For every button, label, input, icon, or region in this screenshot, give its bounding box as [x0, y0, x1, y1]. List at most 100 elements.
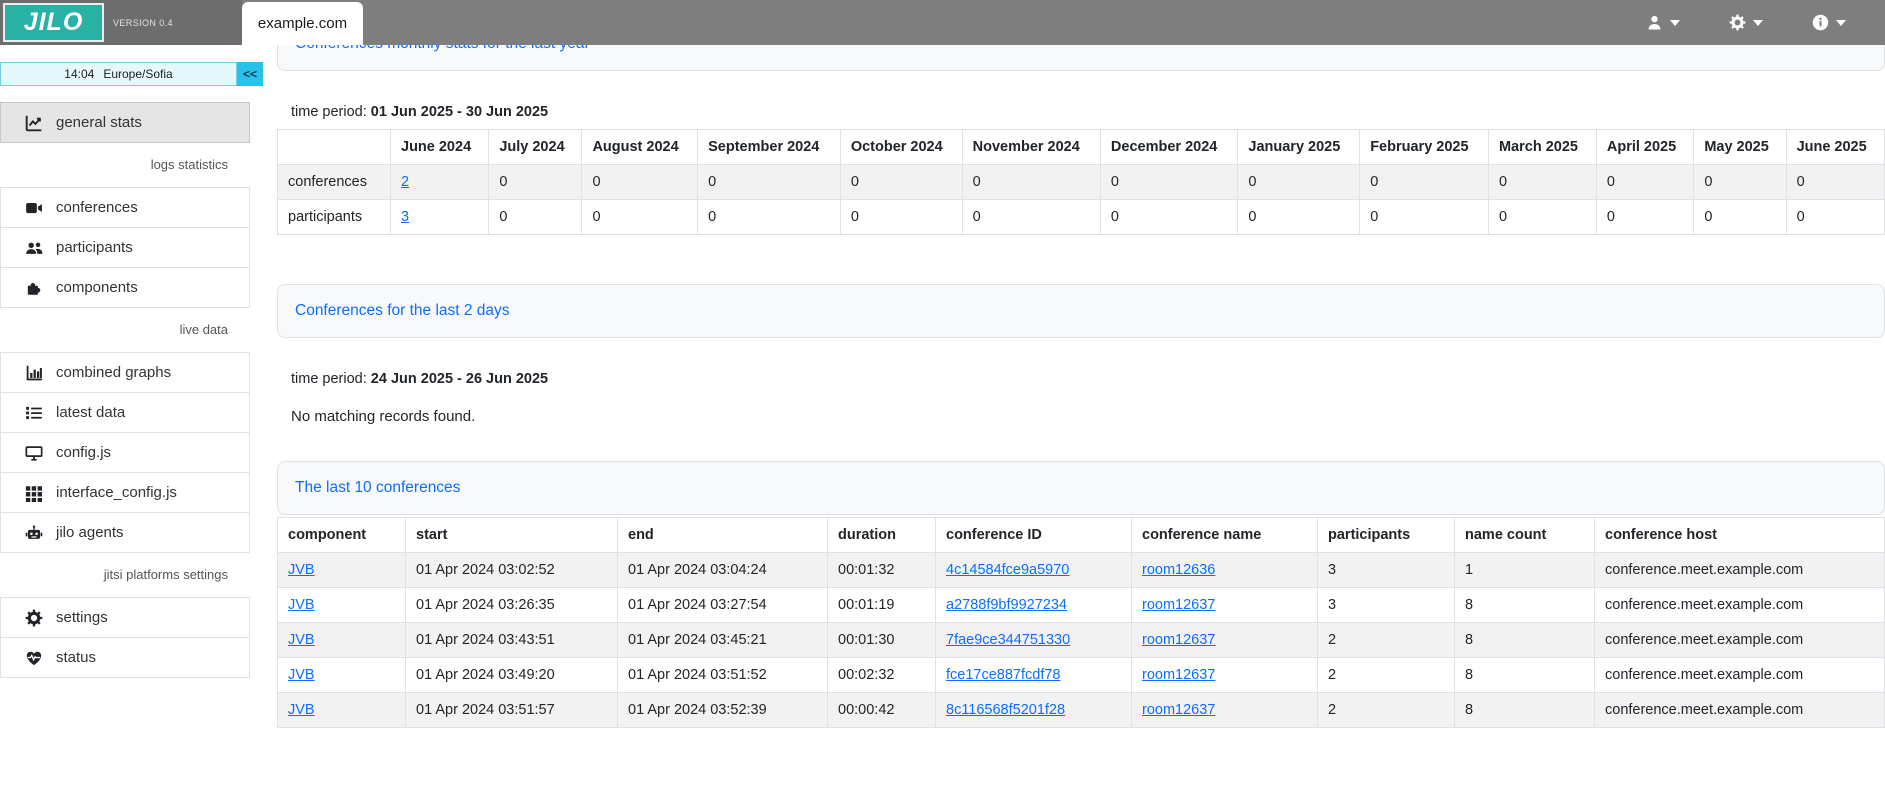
app-logo[interactable]: JILO	[3, 3, 104, 42]
cell: 01 Apr 2024 03:52:39	[617, 692, 828, 728]
cell: conference.meet.example.com	[1594, 692, 1885, 728]
sidebar-item-status[interactable]: status	[0, 637, 250, 678]
cell: room12637	[1131, 622, 1318, 658]
table-row: participants 3 0 0 0 0 0 0 0 0 0 0 0 0	[277, 199, 1885, 235]
cell-link[interactable]: room12637	[1142, 632, 1216, 648]
sidebar-section-label-logs-statistics: logs statistics	[150, 157, 228, 172]
clock-timezone: Europe/Sofia	[103, 67, 173, 81]
cell: room12637	[1131, 587, 1318, 623]
table-row: JVB 01 Apr 2024 03:02:52 01 Apr 2024 03:04…	[277, 552, 1885, 588]
cell: 0	[1693, 164, 1787, 200]
clock-time: 14:04	[64, 67, 95, 81]
cell: 0	[1487, 164, 1597, 200]
cell-link[interactable]: 3	[401, 209, 410, 225]
table-row: JVB 01 Apr 2024 03:49:20 01 Apr 2024 03:51…	[277, 657, 1885, 693]
cell: 0	[697, 199, 841, 235]
cell: conference.meet.example.com	[1594, 552, 1885, 588]
sidebar-item-label: jilo agents	[56, 524, 124, 541]
last-10-conferences-table: component start end duration conference ID co…	[277, 517, 1885, 728]
cell: JVB	[277, 552, 406, 588]
cell: 3	[389, 199, 490, 235]
cell: 0	[1487, 199, 1597, 235]
column-header: June 2025	[1785, 129, 1885, 165]
column-header: start	[405, 517, 618, 553]
sidebar-item-label: general stats	[56, 114, 142, 131]
cell: 01 Apr 2024 03:02:52	[405, 552, 618, 588]
cell-link[interactable]: room12637	[1142, 597, 1216, 613]
cell: 2	[1317, 692, 1455, 728]
sidebar-item-participants[interactable]: participants	[0, 227, 250, 268]
cell: 2	[1317, 622, 1455, 658]
cell: 0	[1693, 199, 1787, 235]
cell-link[interactable]: JVB	[288, 632, 315, 648]
cell: room12637	[1131, 657, 1318, 693]
sidebar-item-components[interactable]: components	[0, 267, 250, 308]
cell-link[interactable]: JVB	[288, 562, 315, 578]
sidebar-item-general-stats[interactable]: general stats	[0, 102, 250, 143]
cell: 4c14584fce9a5970	[935, 552, 1132, 588]
column-header: April 2025	[1595, 129, 1695, 165]
user-icon	[1646, 14, 1663, 31]
topbar-brand-area: JILO VERSION 0.4	[0, 0, 242, 45]
sidebar-item-conferences[interactable]: conferences	[0, 187, 250, 228]
column-header: name count	[1454, 517, 1595, 553]
cell-link[interactable]: room12637	[1142, 702, 1216, 718]
sidebar-item-interface-config-js[interactable]: interface_config.js	[0, 472, 250, 513]
clock-widget: 14:04 Europe/Sofia	[0, 62, 237, 86]
table-row: JVB 01 Apr 2024 03:51:57 01 Apr 2024 03:52…	[277, 692, 1885, 728]
cell-link[interactable]: JVB	[288, 667, 315, 683]
cell-link[interactable]: room12637	[1142, 667, 1216, 683]
last-2-days-title[interactable]: Conferences for the last 2 days	[295, 302, 510, 319]
cell-link[interactable]: JVB	[288, 702, 315, 718]
cell-link[interactable]: 2	[401, 174, 410, 190]
cell-link[interactable]: 7fae9ce344751330	[946, 632, 1071, 648]
cell: 01 Apr 2024 03:04:24	[617, 552, 828, 588]
sidebar-item-label: interface_config.js	[56, 484, 177, 501]
cell-link[interactable]: room12636	[1142, 562, 1216, 578]
sidebar-item-label: latest data	[56, 404, 126, 421]
info-menu-button[interactable]	[1812, 14, 1846, 31]
sidebar-item-jilo-agents[interactable]: jilo agents	[0, 512, 250, 553]
cell: 8	[1454, 657, 1595, 693]
sidebar-item-combined-graphs[interactable]: combined graphs	[0, 352, 250, 393]
cell: 00:01:32	[827, 552, 936, 588]
cell: 0	[839, 199, 963, 235]
sidebar-collapse-button[interactable]: <<	[237, 62, 263, 86]
cell: JVB	[277, 692, 406, 728]
cell: 0	[839, 164, 963, 200]
cell: 0	[488, 199, 583, 235]
cell: conference.meet.example.com	[1594, 622, 1885, 658]
desktop-icon	[25, 444, 43, 462]
column-header	[277, 129, 391, 165]
cell: 1	[1454, 552, 1595, 588]
no-records-message: No matching records found.	[291, 408, 476, 425]
cell: conference.meet.example.com	[1594, 587, 1885, 623]
cell: 00:02:32	[827, 657, 936, 693]
cell-link[interactable]: a2788f9bf9927234	[946, 597, 1067, 613]
tab-platform-example-com[interactable]: example.com	[242, 2, 363, 45]
cell-link[interactable]: fce17ce887fcdf78	[946, 667, 1061, 683]
cell-link[interactable]: 8c116568f5201f28	[946, 702, 1066, 718]
cell: 0	[581, 164, 699, 200]
cell: JVB	[277, 657, 406, 693]
sidebar-item-config-js[interactable]: config.js	[0, 432, 250, 473]
last-10-conferences-title[interactable]: The last 10 conferences	[295, 479, 461, 496]
sidebar-item-latest-data[interactable]: latest data	[0, 392, 250, 433]
column-header: July 2024	[488, 129, 583, 165]
gear-icon	[25, 609, 43, 627]
user-menu-button[interactable]	[1646, 14, 1680, 31]
topbar-actions	[1646, 0, 1885, 45]
info-icon	[1812, 14, 1829, 31]
grid-icon	[25, 484, 43, 502]
column-header: duration	[827, 517, 936, 553]
cell: 0	[1237, 199, 1361, 235]
cell-link[interactable]: 4c14584fce9a5970	[946, 562, 1070, 578]
settings-menu-button[interactable]	[1729, 14, 1763, 31]
cell: 0	[961, 199, 1101, 235]
cell-link[interactable]: JVB	[288, 597, 315, 613]
column-header: March 2025	[1487, 129, 1597, 165]
caret-down-icon	[1670, 19, 1680, 26]
column-header: component	[277, 517, 406, 553]
cell: 01 Apr 2024 03:27:54	[617, 587, 828, 623]
sidebar-item-settings[interactable]: settings	[0, 597, 250, 638]
